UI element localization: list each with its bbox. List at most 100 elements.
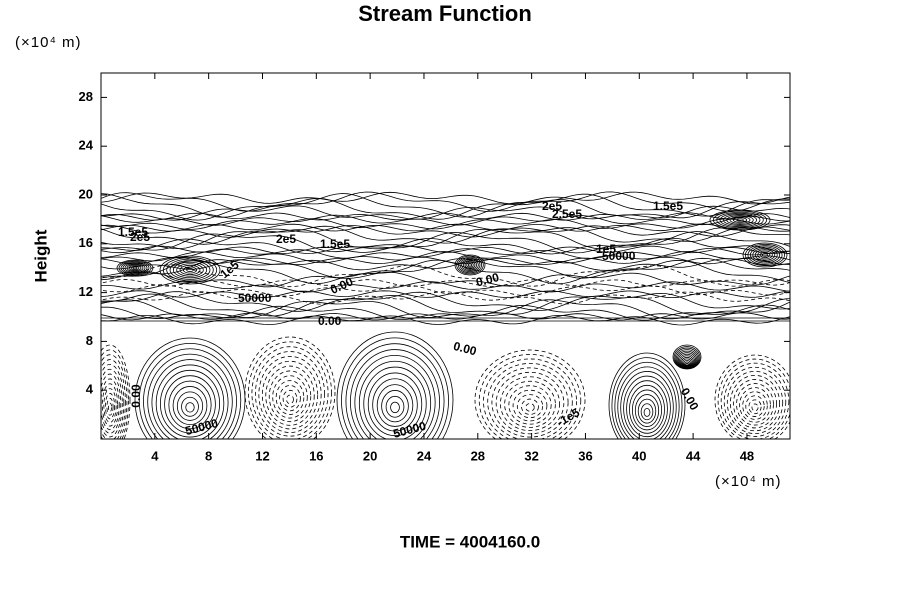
contour-line: [101, 368, 123, 438]
contour-line: [483, 358, 577, 439]
contour-line: [754, 249, 776, 261]
contour-line: [101, 378, 120, 431]
contour-label: 50000: [602, 249, 636, 263]
contour-line: [748, 399, 762, 415]
contour-line: [617, 366, 677, 439]
contour-line: [487, 362, 573, 439]
contour-line: [637, 398, 657, 424]
contour-line: [282, 389, 298, 408]
contour-line: [759, 251, 771, 259]
contour-line: [717, 358, 790, 439]
contour-line: [508, 385, 552, 425]
contour-line: [103, 388, 117, 423]
contour-line: [134, 337, 246, 439]
x-tick-label: 32: [524, 448, 538, 463]
contour-line: [709, 209, 771, 231]
contour-line: [101, 290, 790, 299]
contour-line: [169, 260, 211, 280]
contour-line: [106, 397, 114, 416]
contour-line: [147, 353, 233, 439]
contour-line: [732, 217, 748, 223]
x-unit: (×10⁴ m): [715, 473, 782, 490]
contour-line: [456, 255, 484, 275]
contour-label: 0.00: [129, 384, 143, 408]
contour-line: [467, 263, 473, 267]
contour-label: 0.00: [318, 314, 342, 328]
contour-line: [491, 367, 569, 438]
contour-line: [244, 336, 336, 439]
y-tick-label: 20: [79, 186, 93, 201]
contour-line: [499, 376, 561, 432]
contour-line: [634, 394, 660, 427]
contour-line: [279, 385, 301, 412]
contour-line: [108, 402, 112, 413]
contour-line: [286, 394, 294, 405]
contour-line: [749, 246, 781, 264]
contour-line: [525, 403, 535, 412]
contour-labels: 1.5e5 2e5 2e5 1.5e5 2e5 2.5e5 1.5e5 1e5 …: [118, 199, 702, 441]
contour-line: [101, 223, 790, 232]
contour-line: [742, 242, 788, 268]
contour-line: [466, 262, 474, 268]
contour-line: [176, 391, 204, 421]
contour-line: [751, 403, 759, 412]
contour-line: [101, 291, 790, 312]
contour-line: [742, 391, 768, 420]
y-tick-label: 8: [86, 333, 93, 348]
contour-line: [726, 370, 784, 435]
contour-label: 1e5: [596, 242, 616, 256]
contour-line: [101, 354, 128, 439]
contour-line: [101, 304, 790, 321]
contour-label: 50000: [238, 291, 272, 305]
contour-line: [162, 257, 218, 283]
contour-line: [101, 291, 790, 305]
y-axis-label: Height: [31, 229, 50, 282]
contour-line: [265, 365, 315, 426]
contour-line: [341, 337, 449, 439]
x-tick-label: 48: [740, 448, 754, 463]
contour-line: [101, 359, 126, 439]
y-tick-label: 4: [86, 382, 94, 397]
contour-line: [733, 379, 777, 429]
contour-label: -1e5: [554, 405, 582, 429]
contour-line: [118, 260, 152, 276]
contour-line: [101, 191, 790, 205]
y-unit: (×10⁴ m): [15, 34, 82, 51]
contour-label: 2e5: [542, 199, 562, 213]
contour-line: [643, 407, 651, 417]
contour-line: [101, 258, 790, 271]
contour-line: [101, 191, 790, 212]
contour-line: [182, 266, 198, 274]
y-tick-label: 16: [79, 235, 93, 250]
contour-line: [372, 378, 418, 432]
contour-line: [745, 395, 765, 417]
contour-line: [736, 218, 744, 222]
contour-line: [504, 380, 556, 428]
contour-line: [461, 259, 479, 271]
contour-line: [762, 253, 768, 257]
contour-line: [623, 375, 671, 439]
x-tick-label: 16: [309, 448, 323, 463]
contour-line: [722, 214, 758, 226]
contour-line: [186, 268, 194, 272]
contour-label: 2.5e5: [552, 207, 582, 221]
contour-label: 0.00: [452, 339, 478, 359]
contour-label: 1.5e5: [653, 199, 683, 213]
contour-line: [385, 395, 405, 418]
contour-line: [626, 380, 668, 438]
contour-line: [101, 227, 790, 250]
contour-line: [454, 254, 486, 276]
y-tick-label: 28: [79, 89, 93, 104]
contour-line: [268, 370, 312, 423]
contour-label: 1.5e5: [320, 237, 350, 251]
x-tick-label: 40: [632, 448, 646, 463]
contour-line: [716, 211, 764, 229]
contour-line: [101, 212, 790, 221]
contour-line: [101, 279, 790, 288]
contour-line: [261, 360, 319, 430]
contour-line: [185, 402, 195, 413]
contour-field: [101, 191, 790, 439]
contour-line: [101, 197, 790, 221]
contour-line: [159, 369, 221, 438]
